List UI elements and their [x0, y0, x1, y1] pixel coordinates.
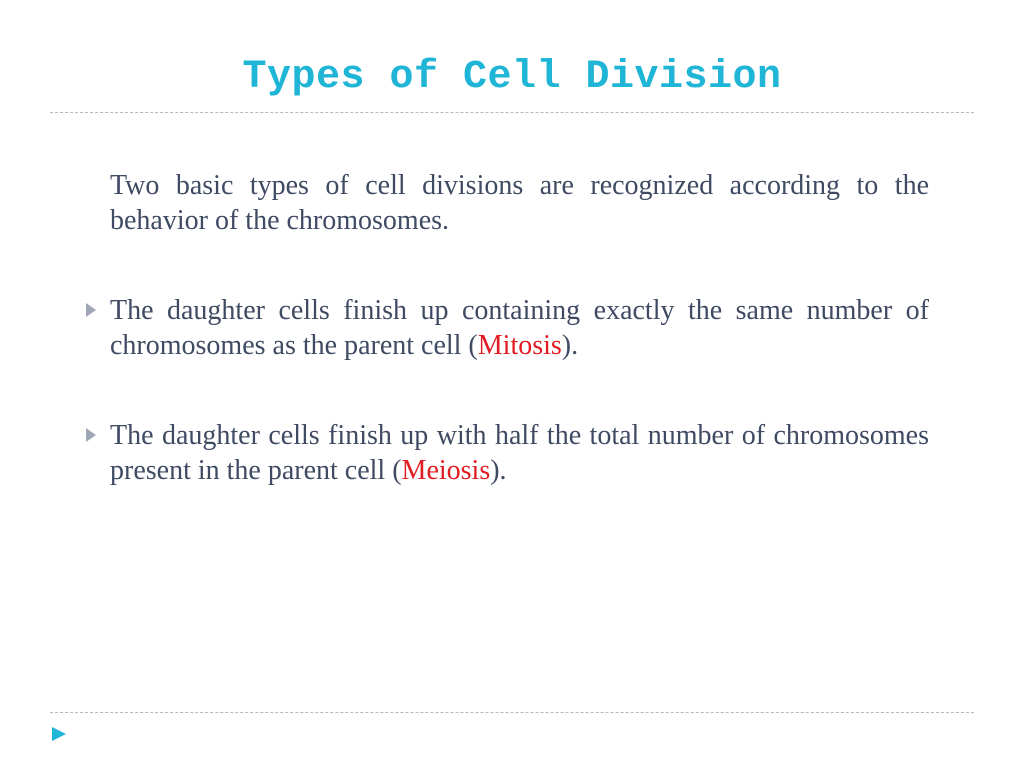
slide: Types of Cell Division Two basic types o…	[0, 0, 1024, 768]
bullet-pre: The daughter cells finish up with half t…	[110, 420, 929, 486]
bullet-post: ).	[562, 330, 578, 361]
highlight-term: Mitosis	[478, 330, 562, 361]
triangle-bullet-icon	[86, 428, 96, 442]
slide-title: Types of Cell Division	[50, 55, 974, 100]
footer-arrow-icon	[50, 725, 68, 743]
bullet-text: The daughter cells finish up containing …	[110, 293, 929, 363]
triangle-bullet-icon	[86, 303, 96, 317]
intro-paragraph: Two basic types of cell divisions are re…	[110, 168, 929, 238]
content-area: Two basic types of cell divisions are re…	[50, 113, 974, 488]
bullet-item: The daughter cells finish up with half t…	[110, 418, 929, 488]
bullet-post: ).	[490, 455, 506, 486]
footer-divider	[50, 712, 974, 713]
bullet-text: The daughter cells finish up with half t…	[110, 418, 929, 488]
highlight-term: Meiosis	[402, 455, 491, 486]
bullet-item: The daughter cells finish up containing …	[110, 293, 929, 363]
